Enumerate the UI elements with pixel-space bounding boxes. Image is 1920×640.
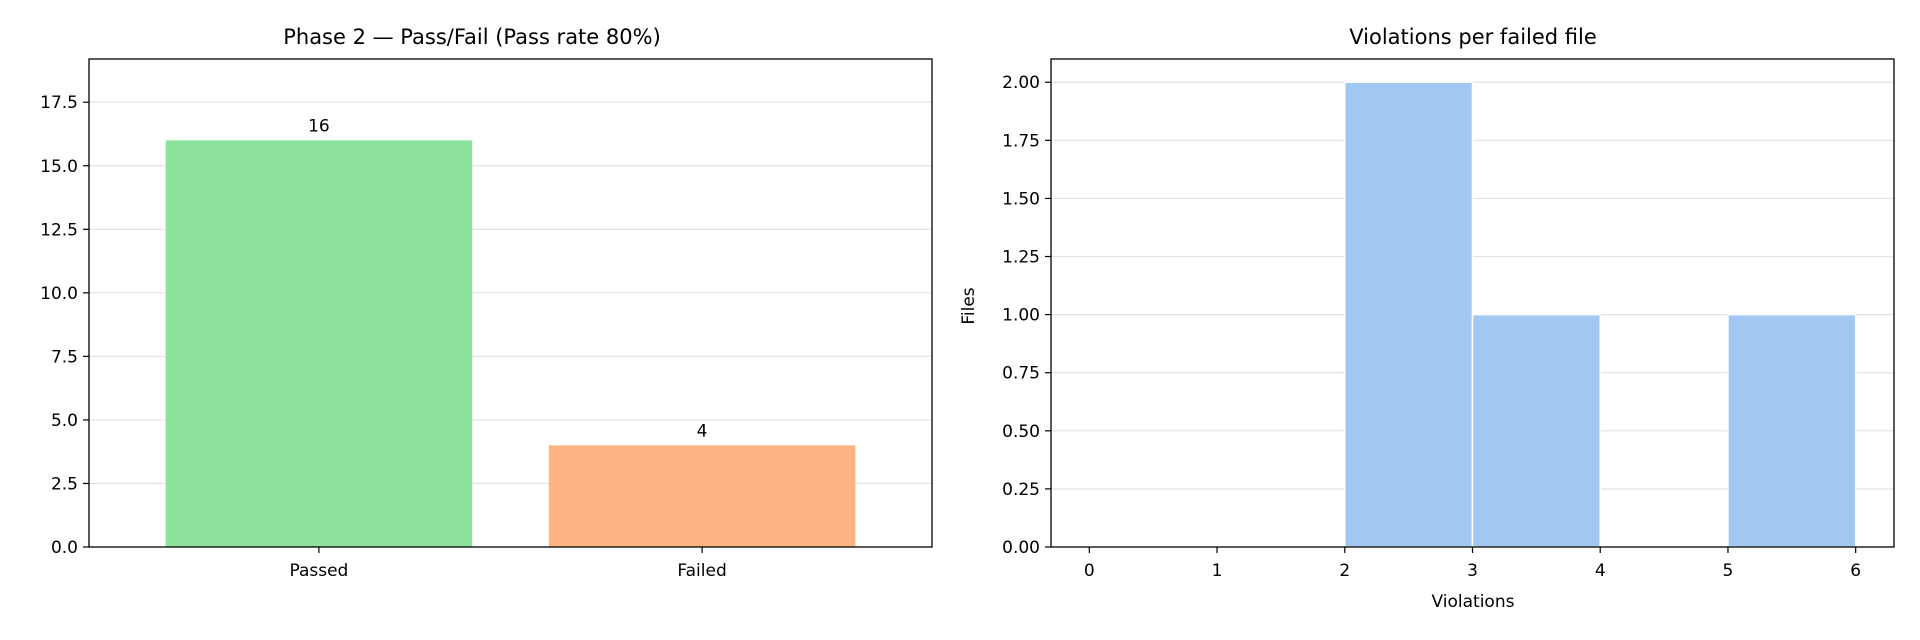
- y-tick-label: 1.50: [1002, 189, 1040, 209]
- x-tick-label: 3: [1467, 561, 1478, 581]
- y-tick-label: 0.75: [1002, 364, 1040, 384]
- y-tick-label: 0.50: [1002, 422, 1040, 442]
- x-tick-label: 1: [1212, 561, 1223, 581]
- x-tick-label: 6: [1850, 561, 1861, 581]
- bar-value-label: 4: [697, 421, 708, 441]
- bar-failed: [548, 445, 856, 547]
- bar-value-label: 16: [308, 116, 330, 136]
- violations-histogram-title: Violations per failed file: [1349, 25, 1597, 49]
- x-tick-label: 0: [1084, 561, 1095, 581]
- pass-fail-chart-title: Phase 2 — Pass/Fail (Pass rate 80%): [283, 25, 661, 49]
- y-tick-label: 1.00: [1002, 306, 1040, 326]
- x-tick-label: 4: [1595, 561, 1606, 581]
- pass-fail-x-ticks: Passed Failed: [289, 547, 727, 581]
- x-tick-label: Passed: [289, 561, 348, 581]
- x-tick-label: Failed: [677, 561, 726, 581]
- y-tick-label: 1.25: [1002, 248, 1040, 268]
- pass-fail-plot-frame: [88, 58, 933, 548]
- x-tick-label: 5: [1723, 561, 1734, 581]
- y-tick-label: 15.0: [40, 157, 78, 177]
- y-tick-label: 7.5: [51, 347, 78, 367]
- violations-histogram: Violations per failed file 0.000.250.500…: [959, 25, 1895, 612]
- pass-fail-chart: Phase 2 — Pass/Fail (Pass rate 80%) 164 …: [40, 25, 933, 581]
- histogram-bar: [1344, 81, 1474, 548]
- pass-fail-data-labels: 16 4: [308, 116, 707, 441]
- y-tick-label: 1.75: [1002, 131, 1040, 151]
- y-tick-label: 0.0: [51, 538, 78, 558]
- bar-passed: [165, 140, 473, 548]
- y-tick-label: 0.25: [1002, 480, 1040, 500]
- y-tick-label: 12.5: [40, 220, 78, 240]
- y-tick-label: 5.0: [51, 411, 78, 431]
- y-tick-label: 2.5: [51, 474, 78, 494]
- y-tick-label: 2.00: [1002, 73, 1040, 93]
- y-tick-label: 17.5: [40, 93, 78, 113]
- pass-fail-bars: [165, 140, 856, 548]
- pass-fail-y-ticks: 0.0 2.5 5.0 7.5 10.0 12.5 15.0 17.5: [40, 93, 89, 558]
- x-tick-label: 2: [1339, 561, 1350, 581]
- violations-x-axis-label: Violations: [1432, 592, 1515, 612]
- y-tick-label: 10.0: [40, 284, 78, 304]
- histogram-bar: [1727, 313, 1857, 548]
- violations-bars: [1344, 81, 1857, 548]
- violations-y-axis-label: Files: [959, 287, 979, 324]
- violations-y-ticks: 0.00 0.25 0.50 0.75 1.00 1.25 1.50 1.75 2.00: [1002, 73, 1051, 558]
- histogram-bar: [1471, 313, 1601, 548]
- y-tick-label: 0.00: [1002, 538, 1040, 558]
- violations-x-ticks: 0 1 2 3 4 5 6: [1084, 547, 1861, 581]
